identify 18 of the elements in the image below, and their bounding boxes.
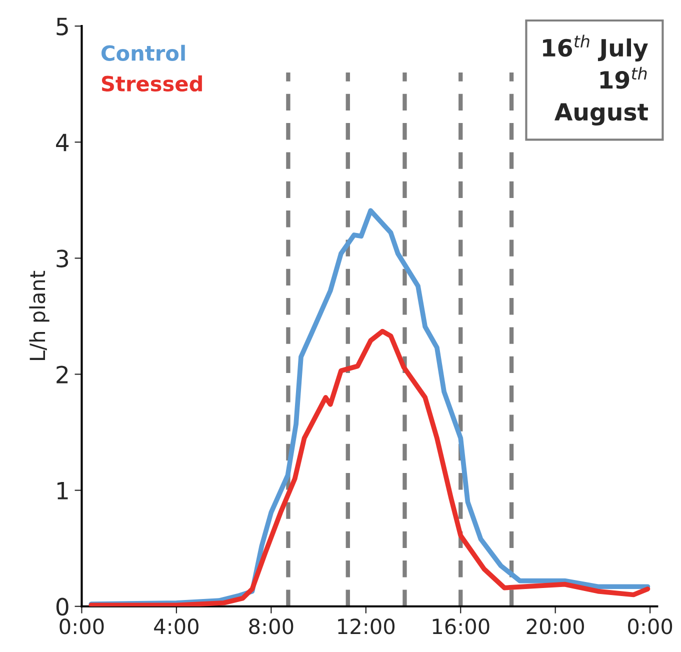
text: 16$^{th}$ July 19$^{th}$ August — [543, 34, 648, 126]
x-tick-label: 0:00 — [628, 618, 672, 634]
x-tick-label: 12:00 — [338, 618, 395, 634]
line-series — [88, 328, 650, 606]
y-tick-label: 4 — [56, 134, 69, 152]
text: Control — [102, 44, 185, 61]
y-tick-label: 1 — [57, 482, 68, 500]
y-tick-label: 5 — [56, 18, 68, 36]
x-tick-label: 0:00 — [60, 618, 104, 634]
x-tick-label: 16:00 — [432, 618, 490, 634]
y-tick-label: 0 — [56, 598, 68, 616]
text: Stressed — [102, 75, 202, 92]
y-axis-title: L/h plant — [29, 270, 50, 360]
x-tick-label: 8:00 — [249, 618, 294, 634]
y-tick-label: 3 — [56, 250, 68, 268]
y-tick-label: 2 — [56, 366, 68, 384]
x-tick-label: 4:00 — [154, 618, 198, 634]
x-tick-label: 20:00 — [526, 618, 584, 634]
